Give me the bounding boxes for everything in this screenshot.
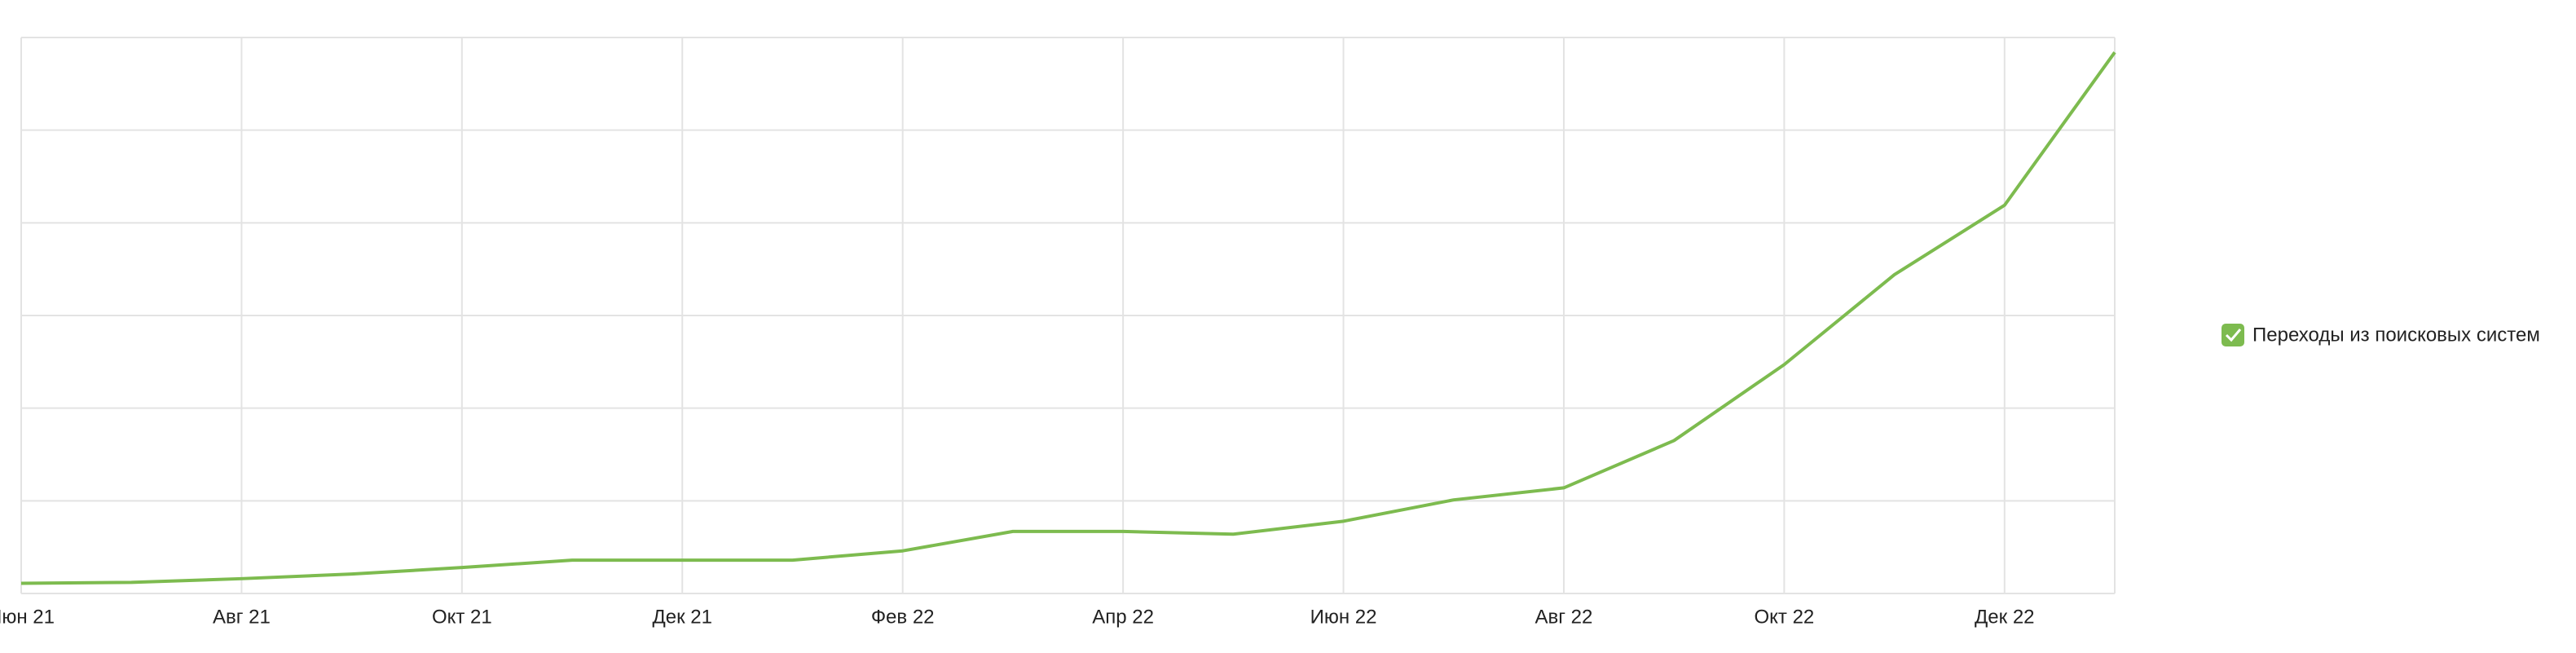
legend-checkbox — [2222, 324, 2244, 346]
x-tick-label: Дек 21 — [653, 606, 712, 628]
x-tick-label: Окт 22 — [1754, 606, 1814, 628]
x-tick-label: Фев 22 — [871, 606, 935, 628]
x-tick-label: Июн 21 — [0, 606, 55, 628]
line-series — [20, 51, 2116, 585]
x-tick-label: Дек 22 — [1975, 606, 2034, 628]
legend-check — [2225, 329, 2242, 342]
legend-item[interactable]: Переходы из поисковых систем — [2222, 324, 2540, 346]
x-tick-label: Авг 21 — [213, 606, 271, 628]
x-tick-label: Окт 21 — [432, 606, 492, 628]
x-tick-label: Июн 22 — [1310, 606, 1377, 628]
x-tick-label: Апр 22 — [1092, 606, 1154, 628]
legend-label: Переходы из поисковых систем — [2252, 324, 2540, 346]
x-tick-label: Авг 22 — [1535, 606, 1593, 628]
